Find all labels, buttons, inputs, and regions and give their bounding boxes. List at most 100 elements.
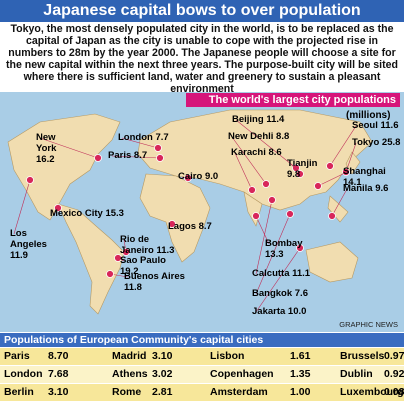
world-map — [0, 92, 404, 332]
city-name: Tokyo — [352, 137, 380, 148]
city-dot — [154, 144, 162, 152]
intro-text: Tokyo, the most densely populated city i… — [5, 23, 399, 95]
population: 8.70 — [48, 350, 69, 362]
city-label: Bombay 13.3 — [265, 238, 305, 260]
city-value: 7.7 — [155, 132, 169, 143]
leader-line — [39, 137, 99, 159]
leader-line — [331, 188, 348, 217]
population: 2.81 — [152, 386, 173, 398]
city-value: 11.9 — [10, 250, 28, 261]
city-dot — [168, 220, 176, 228]
city-value: 8.8 — [276, 131, 290, 142]
city-value: 9.0 — [204, 171, 219, 182]
city-value: 11.3 — [156, 245, 175, 256]
city-value: 15.3 — [105, 208, 124, 219]
city-value: 14.1 — [343, 177, 362, 188]
city-name: Lisbon — [210, 350, 245, 362]
city-dot — [26, 176, 34, 184]
city-label: Manila 9.6 — [343, 183, 393, 194]
city-name: Paris — [4, 350, 30, 362]
city-dot — [248, 186, 256, 194]
city-label: Mexico City 15.3 — [50, 208, 140, 219]
city-name: Calcutta — [252, 268, 290, 279]
city-label: Los Angeles 11.9 — [10, 228, 47, 261]
city-name: Brussels — [340, 350, 385, 362]
leader-line — [317, 171, 348, 187]
city-dot — [292, 164, 300, 172]
city-name: Bombay — [265, 238, 303, 249]
credit: GRAPHIC NEWS — [339, 320, 398, 329]
city-value: 8.7 — [133, 150, 148, 161]
city-value: 19.2 — [120, 266, 139, 277]
city-value: 11.6 — [380, 120, 399, 131]
city-label: Buenos Aires 11.8 — [124, 271, 194, 293]
city-label: Cairo 9.0 — [178, 171, 238, 182]
city-name: Copenhagen — [210, 368, 274, 380]
city-dot — [252, 212, 260, 220]
continents — [7, 109, 373, 315]
city-name: Jakarta — [252, 306, 286, 317]
city-name: London — [4, 368, 43, 380]
table-row: Berlin 3.10 Rome 2.81 Amsterdam 1.00 Luxembour… — [0, 384, 404, 401]
city-dot — [184, 174, 192, 182]
population: 3.10 — [152, 350, 173, 362]
population: 0.97 — [384, 350, 404, 362]
city-label: Tianjin 9.8 — [287, 158, 323, 180]
city-value: 8.6 — [268, 147, 282, 158]
city-value: 25.8 — [381, 137, 401, 148]
city-label: Karachi 8.6 — [231, 147, 301, 158]
city-name: Buenos Aires — [124, 271, 185, 282]
city-name: Berlin — [4, 386, 34, 398]
leader-line — [13, 179, 31, 235]
city-label: Paris 8.7 — [108, 150, 168, 161]
city-name: Sao Paulo — [120, 255, 166, 266]
city-dot — [156, 154, 164, 162]
city-label: Shanghai 14.1 — [343, 166, 387, 188]
leader-line — [255, 215, 270, 245]
city-name: Tianjin — [287, 158, 318, 169]
city-label: Seoul 11.6 — [352, 120, 404, 131]
city-value: 9.6 — [375, 183, 389, 194]
city-name: Manila — [343, 183, 373, 194]
leader-line — [235, 119, 297, 169]
city-value: 11.8 — [124, 282, 142, 293]
city-label: Jakarta 10.0 — [252, 306, 322, 317]
city-label: London 7.7 — [118, 132, 178, 143]
city-dot — [286, 210, 294, 218]
city-label: Tokyo 25.8 — [352, 137, 404, 148]
city-label: Lagos 8.7 — [168, 221, 228, 232]
city-label: Rio de Janeiro 11.3 — [120, 234, 180, 256]
city-name: Bangkok — [252, 288, 293, 299]
city-dot — [54, 204, 62, 212]
city-dot — [328, 212, 336, 220]
leader-line — [234, 152, 253, 191]
city-name: Rome — [112, 386, 142, 398]
city-value: 11.4 — [266, 114, 285, 125]
city-dot — [106, 270, 114, 278]
city-name: Rio de Janeiro — [120, 234, 154, 256]
units: (millions) — [346, 110, 391, 121]
city-name: Karachi — [231, 147, 266, 158]
city-name: Lagos — [168, 221, 196, 232]
leader-line — [345, 142, 357, 173]
table-row: Paris 8.70 Madrid 3.10 Lisbon 1.61 Brussels 0.9… — [0, 348, 404, 365]
title: Japanese capital bows to over population — [0, 0, 404, 22]
city-name: London — [118, 132, 153, 143]
city-value: 13.3 — [265, 249, 284, 260]
city-label: Beijing 11.4 — [232, 114, 302, 125]
city-value: 9.8 — [287, 169, 301, 180]
city-name: Mexico City — [50, 208, 103, 219]
city-value: 7.6 — [294, 288, 308, 299]
city-name: Luxembourg — [340, 386, 404, 398]
city-label: New York 16.2 — [36, 132, 76, 165]
leader-line — [121, 137, 159, 149]
city-label: New Dehli 8.8 — [228, 131, 298, 142]
city-name: Shanghai — [343, 166, 386, 177]
city-name: New Dehli — [228, 131, 274, 142]
population: 1.35 — [290, 368, 311, 380]
city-dot — [94, 154, 102, 162]
city-dot — [122, 248, 130, 256]
city-dot — [262, 180, 270, 188]
city-name: Dublin — [340, 368, 373, 380]
